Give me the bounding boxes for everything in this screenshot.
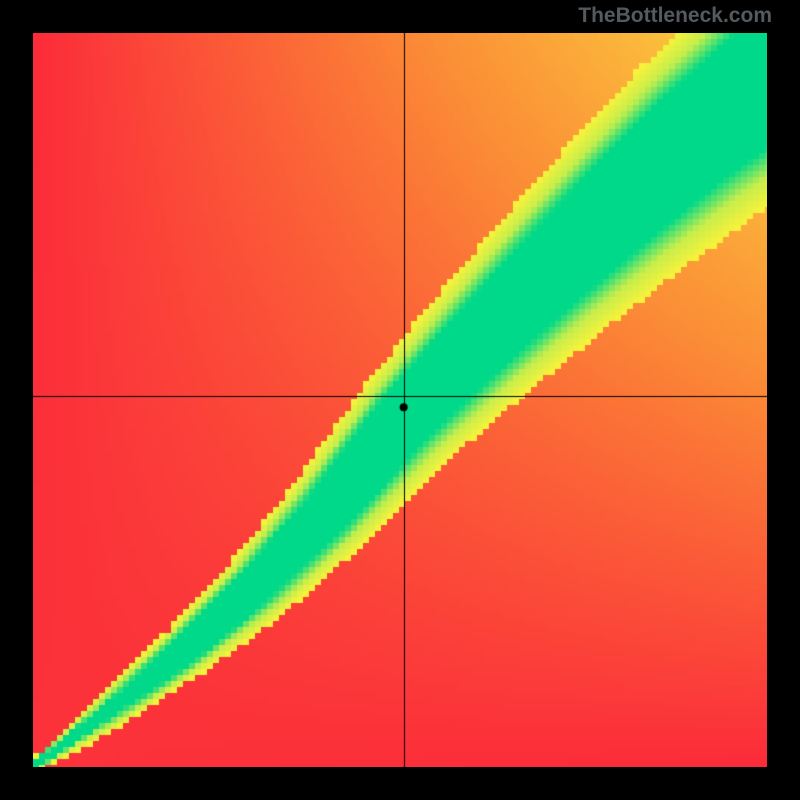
bottleneck-heatmap <box>33 33 767 767</box>
chart-frame: TheBottleneck.com <box>0 0 800 800</box>
watermark-text: TheBottleneck.com <box>578 4 772 28</box>
